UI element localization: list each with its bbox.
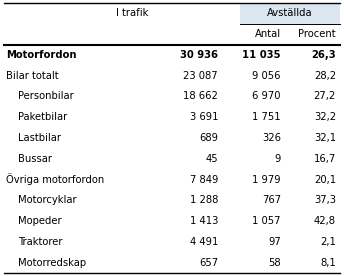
Text: Traktorer: Traktorer [18, 237, 63, 247]
Text: 689: 689 [199, 133, 218, 143]
Text: Mopeder: Mopeder [18, 216, 62, 226]
Text: Personbilar: Personbilar [18, 91, 74, 102]
Text: Bussar: Bussar [18, 154, 52, 164]
Text: 6 970: 6 970 [252, 91, 281, 102]
Text: Motorredskap: Motorredskap [18, 258, 86, 268]
Text: 30 936: 30 936 [180, 50, 218, 60]
Text: I trafik: I trafik [116, 8, 148, 18]
Text: 3 691: 3 691 [190, 112, 218, 122]
Text: Procent: Procent [298, 29, 336, 39]
Text: 326: 326 [262, 133, 281, 143]
Text: Antal: Antal [255, 29, 281, 39]
Text: Lastbilar: Lastbilar [18, 133, 61, 143]
Text: 8,1: 8,1 [320, 258, 336, 268]
Text: 20,1: 20,1 [314, 174, 336, 185]
Text: Övriga motorfordon: Övriga motorfordon [6, 174, 104, 185]
Text: 2,1: 2,1 [320, 237, 336, 247]
Text: 1 979: 1 979 [252, 174, 281, 185]
Text: 27,2: 27,2 [314, 91, 336, 102]
Text: Motorfordon: Motorfordon [6, 50, 76, 60]
Text: Motorcyklar: Motorcyklar [18, 195, 77, 205]
Text: 11 035: 11 035 [243, 50, 281, 60]
Text: 9: 9 [275, 154, 281, 164]
Text: 23 087: 23 087 [183, 71, 218, 81]
Text: 9 056: 9 056 [252, 71, 281, 81]
Text: 7 849: 7 849 [190, 174, 218, 185]
Text: 97: 97 [268, 237, 281, 247]
Text: 1 751: 1 751 [252, 112, 281, 122]
Text: 16,7: 16,7 [314, 154, 336, 164]
Text: 42,8: 42,8 [314, 216, 336, 226]
Text: Avställda: Avställda [267, 8, 313, 18]
Text: 58: 58 [268, 258, 281, 268]
Text: 1 288: 1 288 [190, 195, 218, 205]
Text: 37,3: 37,3 [314, 195, 336, 205]
Text: Paketbilar: Paketbilar [18, 112, 67, 122]
Text: 45: 45 [205, 154, 218, 164]
Text: 18 662: 18 662 [183, 91, 218, 102]
Text: 32,2: 32,2 [314, 112, 336, 122]
Text: 1 413: 1 413 [190, 216, 218, 226]
Bar [240, 3, 340, 24]
Text: 657: 657 [199, 258, 218, 268]
Text: 32,1: 32,1 [314, 133, 336, 143]
Text: 28,2: 28,2 [314, 71, 336, 81]
Text: 4 491: 4 491 [190, 237, 218, 247]
Text: 767: 767 [262, 195, 281, 205]
Text: 26,3: 26,3 [311, 50, 336, 60]
Text: Bilar totalt: Bilar totalt [6, 71, 58, 81]
Text: 1 057: 1 057 [252, 216, 281, 226]
